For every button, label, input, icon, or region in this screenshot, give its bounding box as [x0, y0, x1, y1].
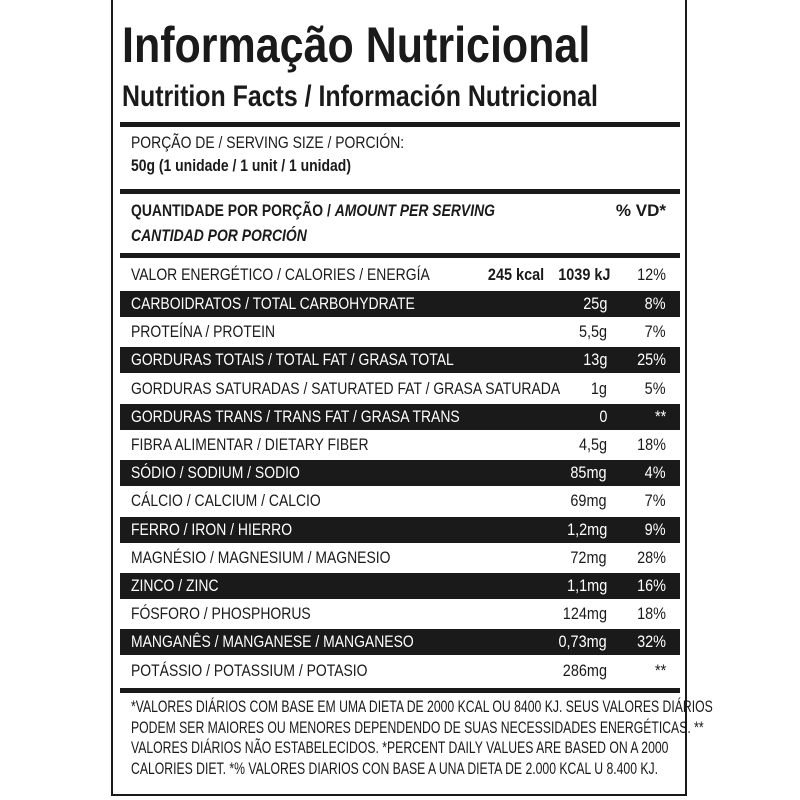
nutrient-daily-value: ** — [654, 406, 666, 426]
nutrient-daily-value: 18% — [637, 604, 666, 624]
divider — [120, 253, 680, 258]
nutrient-row: FERRO / IRON / HIERRO 1,2mg 9% — [120, 516, 680, 543]
amount-per-serving-es: CANTIDAD POR PORCIÓN — [131, 226, 307, 245]
nutrient-amount: 85mg — [570, 463, 607, 483]
divider — [120, 189, 680, 194]
nutrient-daily-value: 9% — [645, 519, 666, 539]
nutrient-amount: 0,73mg — [558, 632, 607, 652]
nutrient-row: GORDURAS TRANS / TRANS FAT / GRASA TRANS… — [120, 403, 680, 430]
nutrient-amount: 124mg — [562, 604, 607, 624]
amount-per-serving-header: QUANTIDADE POR PORÇÃO / AMOUNT PER SERVI… — [131, 201, 496, 220]
nutrient-amount: 286mg — [562, 660, 607, 680]
nutrient-amount: 25g — [582, 294, 607, 313]
divider — [120, 122, 680, 127]
nutrient-daily-value: 5% — [645, 378, 666, 398]
serving-size-value: 50g (1 unidade / 1 unit / 1 unidad) — [131, 156, 351, 175]
nutrient-name: ZINCO / ZINC — [131, 576, 219, 595]
nutrient-daily-value: 32% — [637, 632, 666, 652]
divider — [120, 688, 680, 693]
nutrient-name: CÁLCIO / CALCIUM / CALCIO — [131, 491, 321, 511]
nutrient-daily-value: 8% — [645, 294, 666, 313]
nutrient-name: GORDURAS TOTAIS / TOTAL FAT / GRASA TOTA… — [131, 350, 454, 370]
nutrient-daily-value: 28% — [637, 547, 666, 567]
nutrient-amount: 5,5g — [578, 322, 607, 342]
nutrient-name: MANGANÊS / MANGANESE / MANGANESO — [131, 632, 414, 652]
nutrient-row: FÓSFORO / PHOSPHORUS 124mg 18% — [120, 601, 680, 627]
nutrient-name: FIBRA ALIMENTAR / DIETARY FIBER — [131, 435, 369, 454]
nutrient-amount: 1,2mg — [566, 519, 607, 539]
nutrient-row: PROTEÍNA / PROTEIN 5,5g 7% — [120, 319, 680, 345]
energy-row: VALOR ENERGÉTICO / CALORIES / ENERGÍA 24… — [131, 265, 666, 284]
nutrient-amount: 1,1mg — [566, 576, 607, 595]
nutrient-name: FÓSFORO / PHOSPHORUS — [131, 604, 311, 624]
nutrient-name: GORDURAS TRANS / TRANS FAT / GRASA TRANS — [131, 406, 460, 426]
nutrient-row: CÁLCIO / CALCIUM / CALCIO 69mg 7% — [120, 488, 680, 514]
nutrient-row: POTÁSSIO / POTASSIUM / POTASIO 286mg ** — [120, 658, 680, 684]
label-subtitle: Nutrition Facts / Información Nutriciona… — [122, 80, 598, 113]
nutrient-daily-value: 25% — [637, 350, 666, 370]
nutrient-daily-value: 18% — [637, 435, 666, 454]
nutrient-row: FIBRA ALIMENTAR / DIETARY FIBER 4,5g 18% — [120, 432, 680, 458]
nutrient-row: SÓDIO / SODIUM / SODIO 85mg 4% — [120, 460, 680, 487]
nutrient-row: ZINCO / ZINC 1,1mg 16% — [120, 573, 680, 599]
nutrient-name: FERRO / IRON / HIERRO — [131, 519, 293, 539]
serving-size-label: PORÇÃO DE / SERVING SIZE / PORCIÓN: — [131, 133, 405, 152]
nutrient-name: POTÁSSIO / POTASSIUM / POTASIO — [131, 660, 368, 680]
nutrient-amount: 0 — [598, 406, 607, 426]
nutrient-daily-value: 4% — [645, 463, 666, 483]
nutrient-daily-value: 7% — [645, 491, 666, 511]
nutrient-name: GORDURAS SATURADAS / SATURATED FAT / GRA… — [131, 378, 561, 398]
nutrient-amount: 1g — [590, 378, 607, 398]
nutrient-daily-value: 16% — [637, 576, 666, 595]
nutrient-name: CARBOIDRATOS / TOTAL CARBOHYDRATE — [131, 294, 415, 313]
nutrient-daily-value: ** — [654, 660, 666, 680]
nutrient-daily-value: 7% — [645, 322, 666, 342]
nutrient-row: GORDURAS SATURADAS / SATURATED FAT / GRA… — [120, 376, 680, 402]
nutrient-amount: 72mg — [570, 547, 607, 567]
nutrient-row: CARBOIDRATOS / TOTAL CARBOHYDRATE 25g 8% — [120, 291, 680, 317]
daily-value-header: % VD* — [615, 201, 666, 220]
nutrient-name: PROTEÍNA / PROTEIN — [131, 322, 276, 342]
nutrient-row: GORDURAS TOTAIS / TOTAL FAT / GRASA TOTA… — [120, 347, 680, 374]
nutrient-amount: 69mg — [570, 491, 607, 511]
nutrient-amount: 4,5g — [578, 435, 607, 454]
nutrition-label-border — [111, 0, 687, 796]
nutrient-name: SÓDIO / SODIUM / SODIO — [131, 463, 300, 483]
nutrient-name: MAGNÉSIO / MAGNESIUM / MAGNESIO — [131, 547, 391, 567]
nutrient-amount: 13g — [582, 350, 607, 370]
nutrient-row: MAGNÉSIO / MAGNESIUM / MAGNESIO 72mg 28% — [120, 545, 680, 571]
nutrient-row: MANGANÊS / MANGANESE / MANGANESO 0,73mg 32… — [120, 629, 680, 656]
footnote: *VALORES DIÁRIOS COM BASE EM UMA DIETA D… — [131, 698, 713, 778]
label-title: Informação Nutricional — [122, 17, 591, 73]
